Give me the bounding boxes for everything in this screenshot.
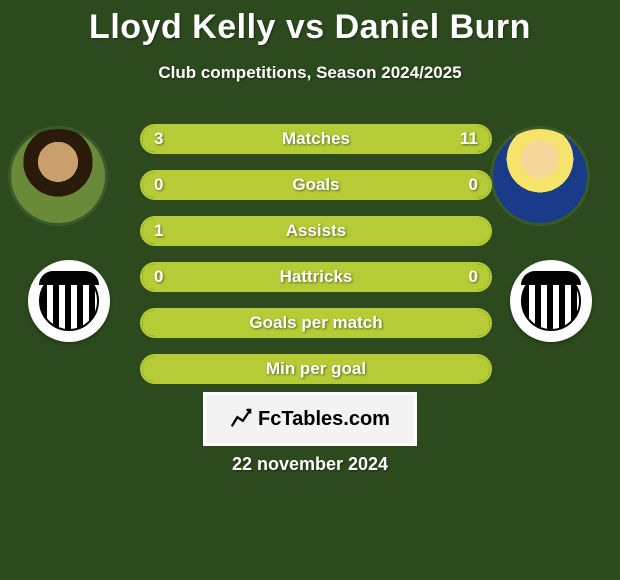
page-title: Lloyd Kelly vs Daniel Burn (0, 0, 620, 47)
player-right-club-crest (510, 260, 592, 342)
stat-row: 00Goals (140, 170, 492, 200)
player-left-club-crest (28, 260, 110, 342)
chart-icon (230, 408, 252, 430)
stat-label: Assists (142, 218, 490, 244)
newcastle-crest-icon (521, 271, 581, 331)
stat-label: Min per goal (142, 356, 490, 382)
stat-label: Hattricks (142, 264, 490, 290)
snapshot-date: 22 november 2024 (0, 454, 620, 475)
player-left-avatar (8, 126, 108, 226)
stat-row: 311Matches (140, 124, 492, 154)
fctables-logo: FcTables.com (203, 392, 417, 446)
stat-label: Goals per match (142, 310, 490, 336)
stat-row: Min per goal (140, 354, 492, 384)
stats-bars: 311Matches 00Goals 1Assists 00Hattricks Goal… (140, 124, 492, 400)
stat-label: Matches (142, 126, 490, 152)
logo-text: FcTables.com (258, 408, 390, 431)
stat-label: Goals (142, 172, 490, 198)
newcastle-crest-icon (39, 271, 99, 331)
stat-row: Goals per match (140, 308, 492, 338)
stat-row: 00Hattricks (140, 262, 492, 292)
player-right-avatar (490, 126, 590, 226)
subtitle: Club competitions, Season 2024/2025 (0, 63, 620, 83)
stat-row: 1Assists (140, 216, 492, 246)
